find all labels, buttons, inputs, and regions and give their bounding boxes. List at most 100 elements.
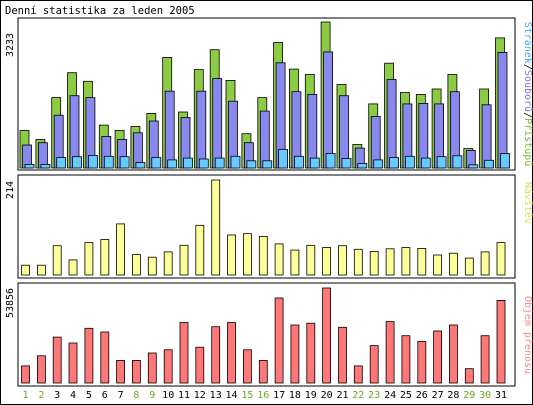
day-label: 26 — [416, 390, 428, 401]
pages-bar — [420, 157, 431, 169]
volume-bar — [480, 335, 490, 384]
legend-visits: Návštěv — [522, 182, 533, 224]
pages-bar — [40, 163, 51, 169]
day-label: 19 — [305, 390, 317, 401]
volume-bar — [433, 330, 443, 384]
pages-bar — [389, 157, 400, 169]
visits-bar — [52, 245, 62, 276]
volume-bar — [464, 368, 474, 384]
files-bar — [481, 104, 492, 169]
day-label: 23 — [368, 390, 380, 401]
volume-bar — [242, 349, 252, 384]
files-bar — [259, 110, 270, 169]
volume-bar — [147, 352, 157, 384]
visits-bar — [131, 254, 141, 276]
y-max-label-volume: 53856 — [5, 288, 16, 318]
day-label: 30 — [479, 390, 491, 401]
visits-bar — [290, 249, 300, 276]
files-bar — [196, 90, 207, 169]
files-bar — [497, 52, 508, 169]
visits-bar — [100, 239, 110, 276]
pages-bar — [151, 157, 162, 169]
visits-bar — [464, 257, 474, 276]
visits-bar — [480, 251, 490, 276]
pages-bar — [373, 159, 384, 169]
day-label: 3 — [54, 390, 60, 401]
volume-bar — [37, 355, 46, 384]
pages-bar — [167, 159, 178, 169]
day-label: 18 — [289, 390, 301, 401]
pages-bar — [198, 158, 209, 169]
volume-bar — [179, 322, 189, 384]
hits-bars-group — [19, 21, 510, 169]
files-bar — [212, 78, 223, 169]
day-label: 4 — [70, 390, 76, 401]
volume-bar — [100, 331, 110, 384]
visits-bar — [242, 233, 252, 276]
files-bar — [339, 95, 349, 169]
volume-bar — [496, 299, 506, 384]
legend-hits-files-pages: Stránek/Souborů/Přístupů — [522, 22, 533, 167]
day-label: 1 — [22, 390, 28, 401]
volume-bar — [322, 287, 332, 384]
volume-bar — [227, 322, 236, 384]
visits-bar — [195, 224, 205, 276]
y-max-label-hits: 3233 — [5, 33, 16, 57]
pages-bar — [183, 157, 193, 169]
visits-bar — [417, 247, 427, 276]
day-label: 5 — [86, 390, 92, 401]
visits-bar — [163, 251, 173, 276]
volume-bar — [163, 349, 173, 384]
pages-bar — [404, 155, 415, 169]
day-label: 14 — [225, 390, 237, 401]
volume-bar — [195, 346, 205, 384]
day-label: 27 — [432, 390, 444, 401]
pages-bar — [214, 157, 225, 169]
day-label: 31 — [495, 390, 507, 401]
pages-bar — [357, 163, 368, 169]
volume-bar — [417, 340, 427, 384]
volume-bar — [306, 322, 316, 384]
visits-bar — [258, 235, 268, 276]
day-label: 22 — [352, 390, 364, 401]
legend-hits: Přístupů — [522, 118, 533, 166]
pages-bar — [452, 155, 463, 169]
pages-bar — [500, 153, 510, 169]
visits-bar — [448, 252, 458, 276]
legend-sep-1: / — [522, 64, 533, 70]
visits-bar — [147, 256, 157, 276]
visits-bar — [338, 245, 347, 276]
volume-bar — [353, 365, 363, 384]
day-label: 16 — [257, 390, 269, 401]
volume-bar — [211, 326, 221, 384]
day-label: 15 — [241, 390, 253, 401]
pages-bar — [24, 163, 35, 169]
day-label: 6 — [102, 390, 108, 401]
day-label: 17 — [273, 390, 285, 401]
day-label: 13 — [210, 390, 222, 401]
day-label: 28 — [447, 390, 459, 401]
volume-bar — [401, 335, 411, 384]
visits-bar — [385, 248, 395, 276]
volume-bar — [68, 342, 78, 384]
chart-title: Denní statistika za leden 2005 — [5, 5, 195, 17]
volume-bar — [290, 324, 300, 384]
visits-bar — [227, 234, 236, 276]
legend-sep-2: / — [522, 112, 533, 118]
pages-bar — [468, 164, 479, 169]
day-label: 10 — [162, 390, 174, 401]
pages-bar — [56, 157, 67, 169]
visits-bar — [116, 223, 125, 276]
panel-visits-frame — [17, 174, 516, 279]
volume-bar — [21, 365, 30, 384]
pages-bar — [341, 158, 352, 169]
visits-bar — [21, 264, 30, 276]
visits-bar — [369, 251, 379, 276]
day-label: 8 — [133, 390, 139, 401]
pages-bar — [103, 155, 114, 169]
day-label: 2 — [38, 390, 44, 401]
panel-hits-files-pages-frame — [17, 17, 516, 171]
volume-bar — [385, 321, 395, 384]
pages-bar — [135, 162, 146, 169]
